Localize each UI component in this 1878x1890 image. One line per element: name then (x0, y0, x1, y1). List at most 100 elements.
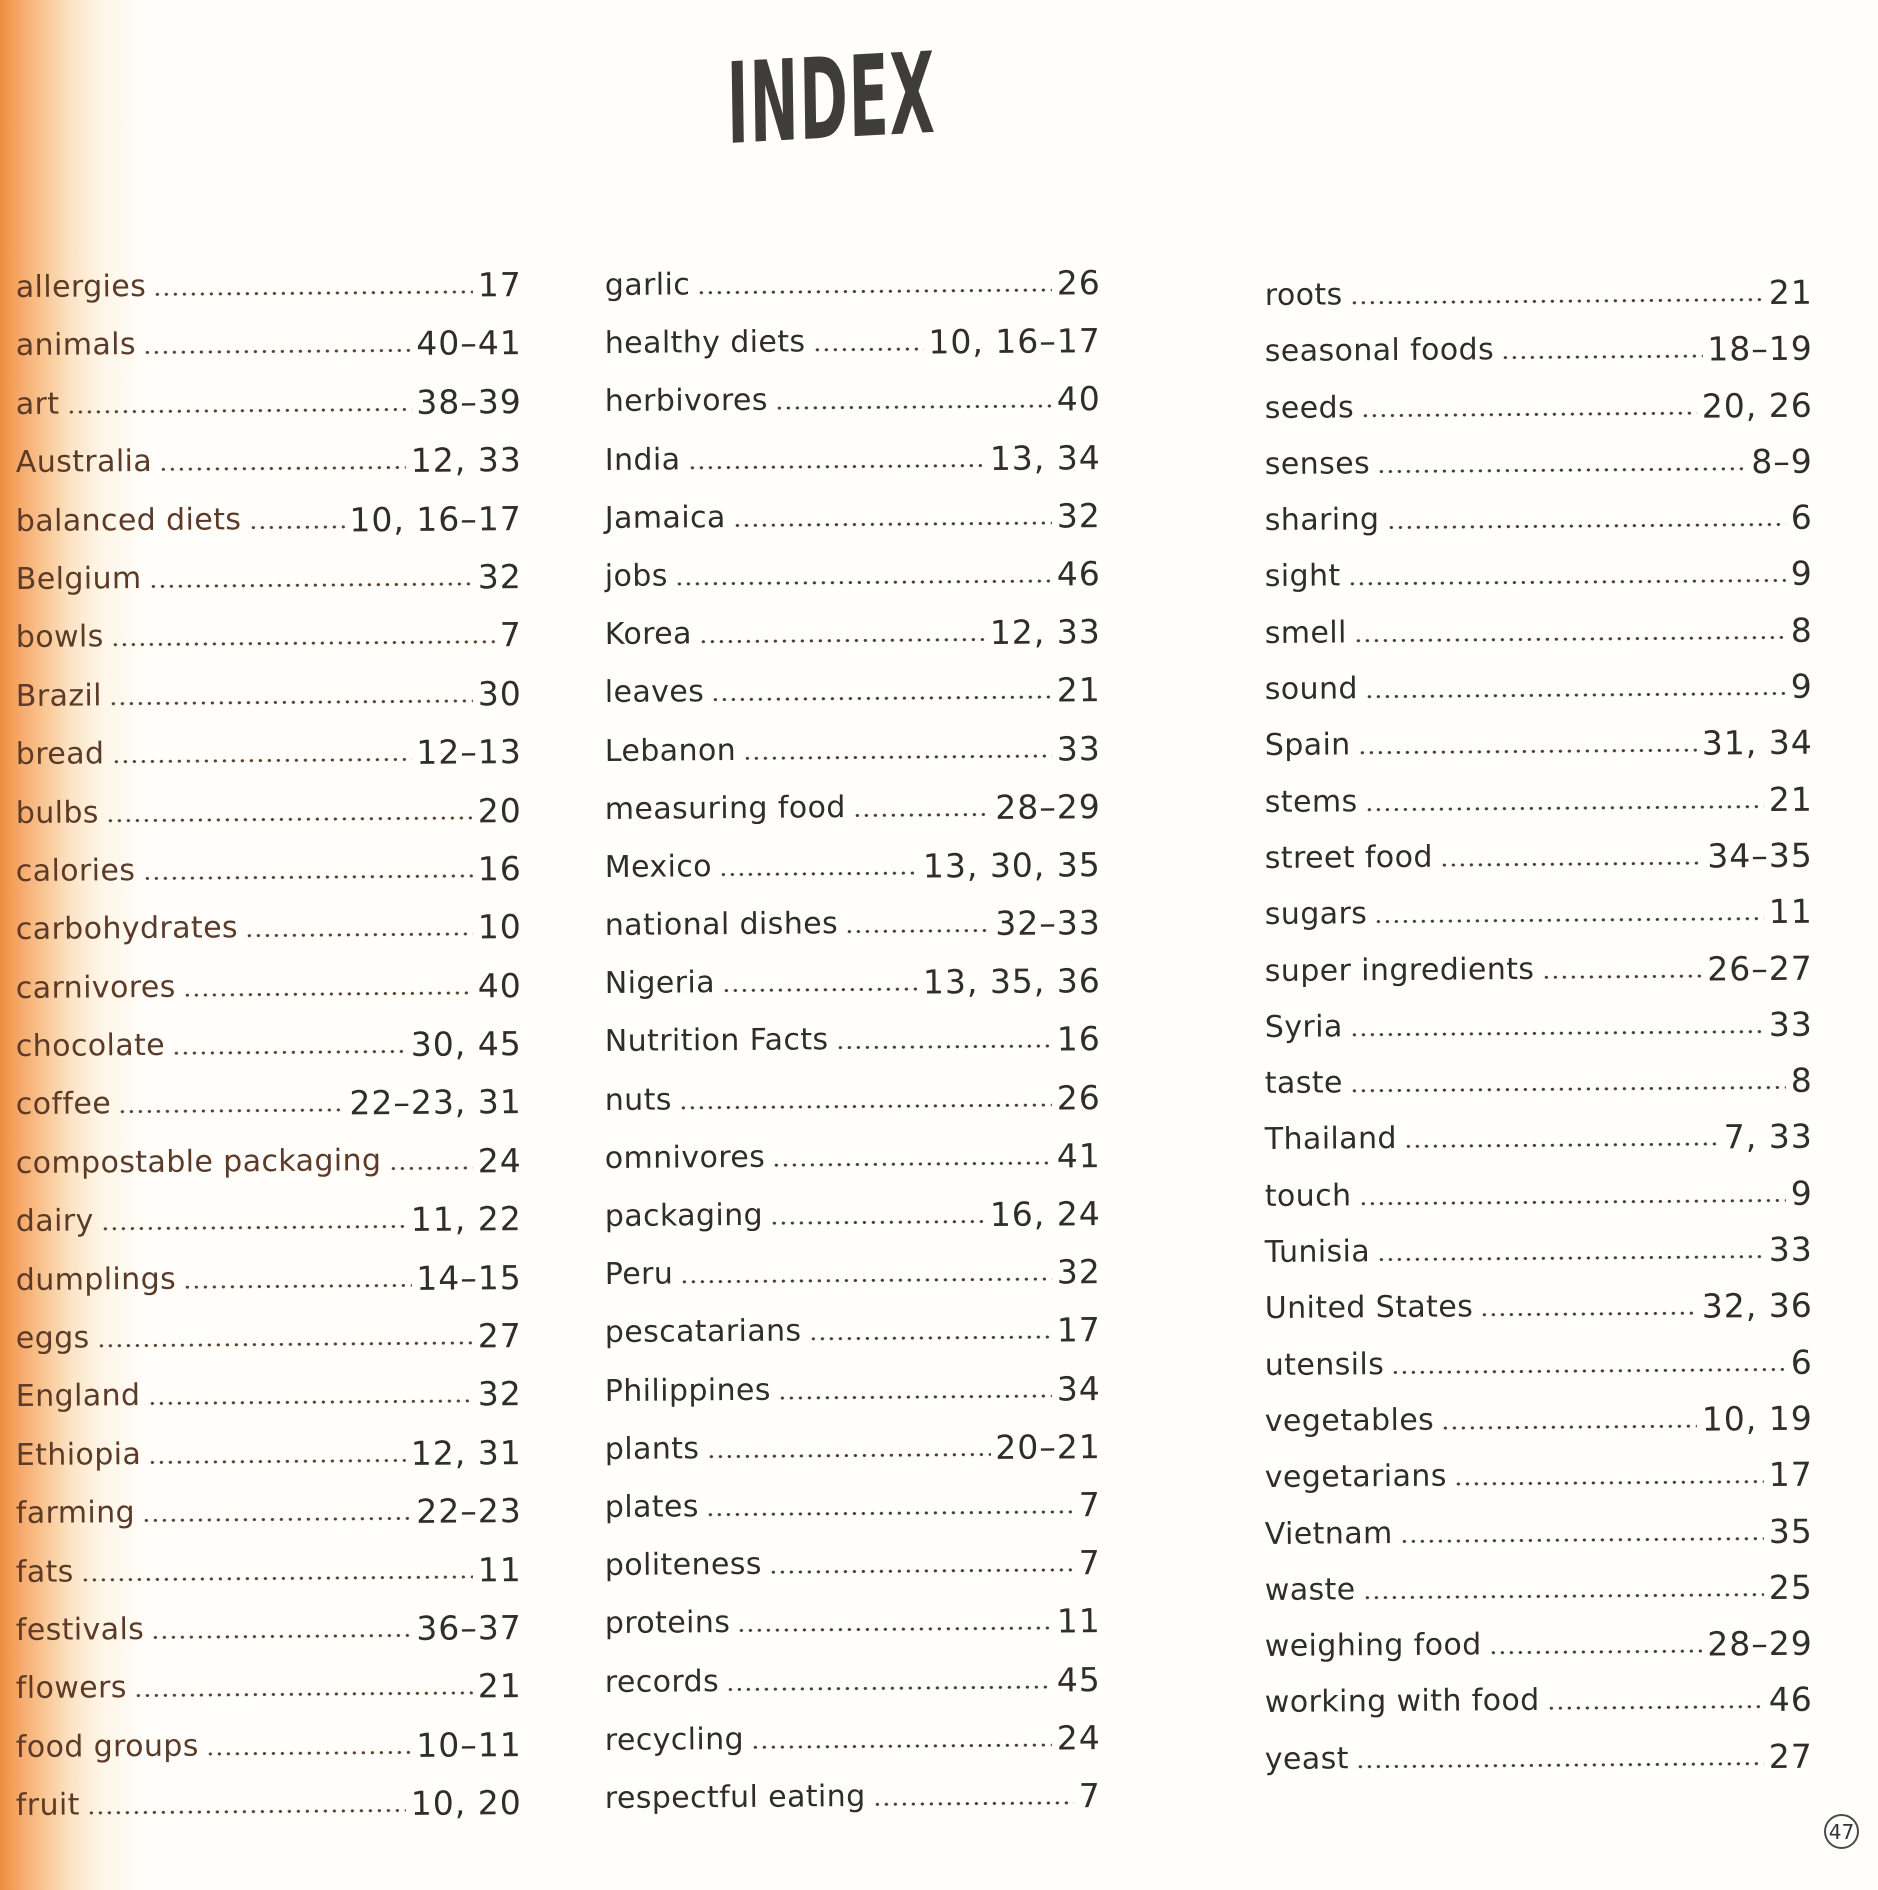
index-entry-row: proteins 11 (605, 1584, 1101, 1646)
dot-leader (147, 1399, 473, 1406)
index-entry-row: touch 9 (1265, 1158, 1813, 1219)
dot-leader (1391, 1367, 1786, 1374)
index-column-3: roots 21 seasonal foods 18–19 seeds 20, … (1265, 262, 1813, 1782)
index-term: Tunisia (1264, 1234, 1371, 1271)
index-entry-row: flowers 21 (16, 1649, 522, 1711)
index-term: yeast (1264, 1741, 1349, 1778)
index-entry-row: nuts 26 (605, 1061, 1101, 1123)
dot-leader (142, 349, 412, 355)
dot-leader (674, 579, 1052, 586)
index-term: plates (604, 1489, 699, 1526)
dot-leader (1441, 1424, 1697, 1430)
index-term: stems (1264, 784, 1358, 820)
index-entry-row: plants 20–21 (605, 1410, 1101, 1472)
index-entry-row: super ingredients 26–27 (1265, 933, 1813, 994)
index-term: senses (1264, 446, 1371, 483)
index-page-numbers: 40 (477, 966, 522, 1006)
dot-leader (680, 1277, 1052, 1284)
index-entry-row: herbivores 40 (605, 362, 1101, 424)
index-term: art (15, 386, 60, 423)
index-entry-row: allergies 17 (16, 248, 522, 310)
index-term: eggs (15, 1320, 90, 1357)
index-page-numbers: 41 (1056, 1136, 1101, 1176)
index-page-numbers: 45 (1056, 1659, 1101, 1700)
index-entry-row: records 45 (605, 1643, 1101, 1705)
index-entry-row: animals 40–41 (16, 306, 522, 368)
index-page-numbers: 32–33 (995, 903, 1101, 944)
index-page-numbers: 22–23, 31 (349, 1082, 522, 1124)
index-page-numbers: 8 (1790, 610, 1813, 650)
index-entry-row: Korea 12, 33 (605, 595, 1101, 657)
index-term: coffee (15, 1087, 112, 1123)
index-entry-row: sugars 11 (1265, 877, 1813, 938)
index-entry-row: Ethiopia 12, 31 (16, 1416, 522, 1478)
index-term: bulbs (15, 795, 100, 831)
index-entry-row: Nigeria 13, 35, 36 (605, 944, 1101, 1006)
dot-leader (172, 1050, 406, 1056)
index-page-numbers: 25 (1768, 1567, 1813, 1608)
dot-leader (812, 347, 924, 352)
index-term: street food (1264, 839, 1433, 877)
dot-leader (1364, 691, 1786, 699)
index-page-numbers: 28–29 (1707, 1624, 1813, 1664)
index-entry-row: Philippines 34 (605, 1352, 1101, 1414)
index-entry-row: pescatarians 17 (605, 1293, 1101, 1355)
index-term: seasonal foods (1264, 332, 1495, 370)
index-column-2: garlic 26 healthy diets 10, 16–17 herbiv… (605, 250, 1101, 1821)
dot-leader (1439, 861, 1703, 867)
index-term: chocolate (15, 1028, 166, 1065)
dot-leader (1386, 523, 1786, 530)
dot-leader (1501, 354, 1703, 360)
dot-leader (80, 1575, 473, 1582)
index-term: sugars (1264, 896, 1368, 933)
index-entry-row: Spain 31, 34 (1265, 708, 1813, 769)
index-term: dumplings (15, 1261, 177, 1299)
index-page-numbers: 13, 30, 35 (922, 845, 1101, 886)
dot-leader (751, 1742, 1052, 1749)
dot-leader (774, 404, 1052, 411)
index-page-numbers: 24 (477, 1141, 522, 1181)
dot-leader (110, 640, 495, 647)
index-entry-row: Mexico 13, 30, 35 (605, 828, 1101, 890)
index-term: fats (15, 1554, 74, 1590)
index-page-numbers: 10, 19 (1701, 1398, 1813, 1439)
index-term: jobs (604, 558, 668, 595)
index-entry-row: art 38–39 (16, 365, 522, 427)
index-term: carnivores (15, 969, 176, 1007)
index-term: Nutrition Facts (604, 1022, 829, 1060)
index-term: Philippines (604, 1372, 771, 1409)
index-term: fruit (15, 1788, 80, 1824)
dot-leader (151, 1633, 412, 1640)
index-term: recycling (604, 1721, 745, 1758)
dot-leader (711, 695, 1052, 702)
index-entry-row: food groups 10–11 (16, 1708, 522, 1770)
index-term: proteins (604, 1605, 731, 1642)
index-entry-row: Syria 33 (1265, 990, 1813, 1051)
index-page-numbers: 30 (477, 674, 522, 714)
index-term: Australia (15, 444, 153, 481)
index-term: England (15, 1378, 141, 1415)
index-page-numbers: 11, 22 (410, 1199, 522, 1240)
index-page-numbers: 12, 33 (410, 440, 522, 481)
dot-leader (100, 1225, 406, 1231)
index-page-numbers: 8–9 (1751, 441, 1813, 482)
index-page-numbers: 27 (1768, 1736, 1813, 1777)
dot-leader (1349, 297, 1764, 305)
index-page-numbers: 21 (1768, 779, 1813, 820)
dot-leader (768, 1568, 1074, 1575)
index-page-numbers: 38–39 (416, 382, 522, 423)
index-term: weighing food (1264, 1627, 1482, 1665)
index-page-numbers: 12, 31 (410, 1433, 522, 1474)
index-page-numbers: 17 (1768, 1455, 1813, 1495)
dot-leader (845, 928, 991, 934)
index-page-numbers: 7 (499, 615, 522, 655)
dot-leader (743, 753, 1052, 760)
index-entry-row: Thailand 7, 33 (1265, 1102, 1813, 1163)
index-term: India (604, 442, 681, 478)
dot-leader (245, 932, 473, 938)
index-page-numbers: 13, 35, 36 (922, 961, 1101, 1002)
index-entry-row: politeness 7 (605, 1526, 1101, 1588)
index-page-numbers: 9 (1790, 554, 1813, 594)
index-page-numbers: 13, 34 (989, 437, 1101, 478)
index-page-numbers: 17 (1056, 1310, 1101, 1351)
